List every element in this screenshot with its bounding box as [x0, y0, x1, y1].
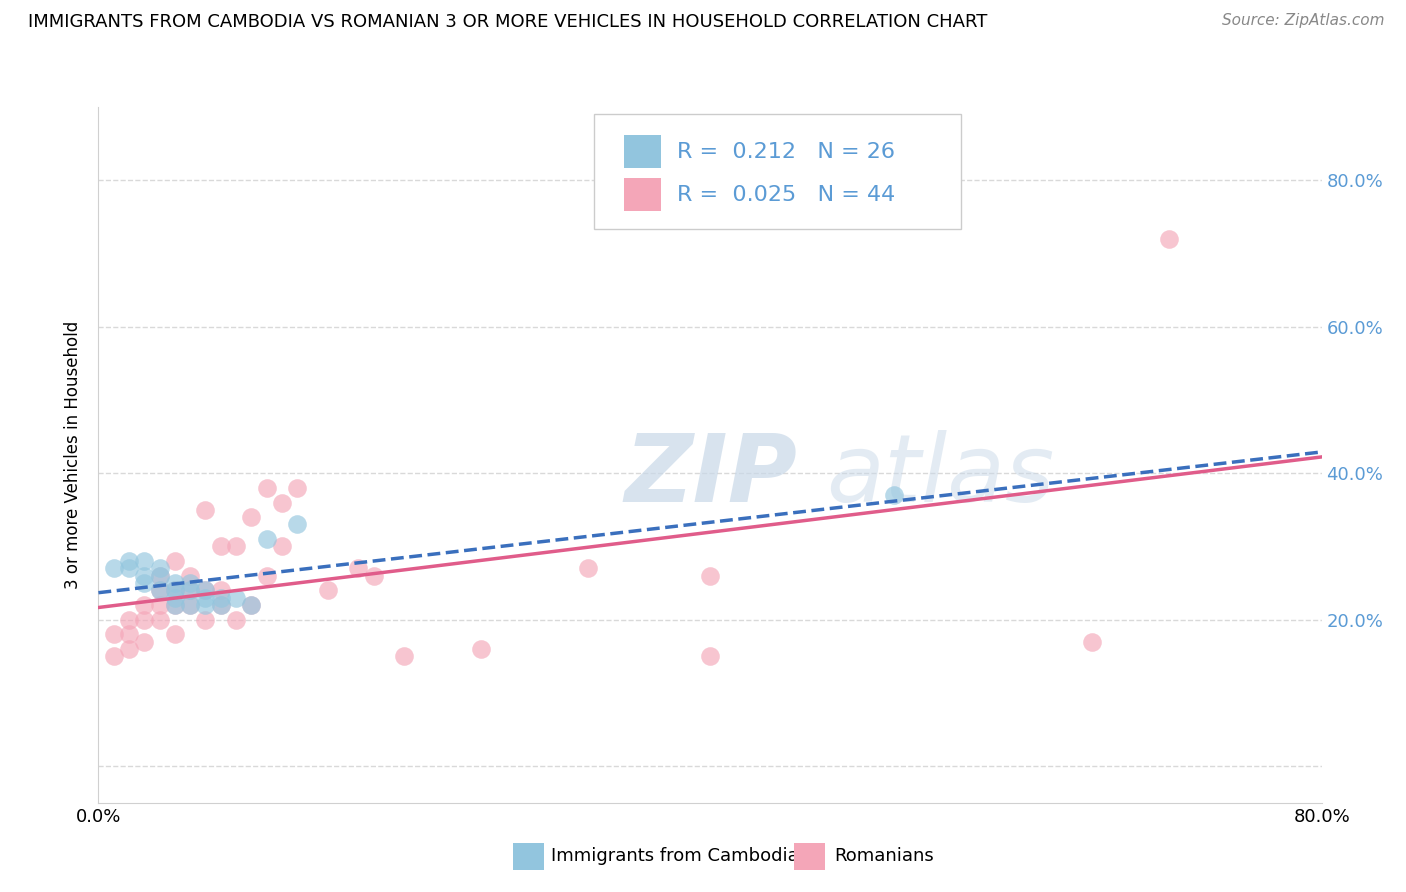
Point [163, 583, 186, 598]
Point [209, 598, 232, 612]
Point [149, 613, 172, 627]
Point [209, 540, 232, 554]
Point [163, 598, 186, 612]
Point [240, 598, 263, 612]
Point [179, 598, 201, 612]
Point [363, 568, 385, 582]
Point [240, 598, 263, 612]
Point [194, 591, 217, 605]
Point [134, 613, 156, 627]
Point [134, 598, 156, 612]
Point [149, 583, 172, 598]
FancyBboxPatch shape [593, 114, 960, 229]
Point [149, 568, 172, 582]
Point [149, 598, 172, 612]
Point [270, 495, 292, 509]
Point [149, 568, 172, 582]
Point [225, 613, 247, 627]
Point [118, 561, 141, 575]
Point [256, 568, 278, 582]
Point [118, 613, 141, 627]
Point [179, 576, 201, 591]
Point [240, 510, 263, 524]
Text: IMMIGRANTS FROM CAMBODIA VS ROMANIAN 3 OR MORE VEHICLES IN HOUSEHOLD CORRELATION: IMMIGRANTS FROM CAMBODIA VS ROMANIAN 3 O… [28, 13, 987, 31]
Text: atlas: atlas [827, 430, 1054, 521]
Point [699, 649, 721, 664]
Point [134, 554, 156, 568]
Point [1157, 232, 1180, 246]
Point [316, 583, 339, 598]
Point [163, 627, 186, 641]
Point [149, 561, 172, 575]
Point [225, 540, 247, 554]
Point [209, 591, 232, 605]
Point [134, 576, 156, 591]
Point [225, 591, 247, 605]
Point [285, 517, 308, 532]
Point [209, 598, 232, 612]
Point [179, 598, 201, 612]
Point [576, 561, 599, 575]
Point [883, 488, 905, 502]
Point [209, 583, 232, 598]
Point [179, 568, 201, 582]
Point [134, 568, 156, 582]
Text: Immigrants from Cambodia: Immigrants from Cambodia [551, 847, 799, 865]
Point [256, 532, 278, 546]
Point [347, 561, 370, 575]
Point [194, 503, 217, 517]
Point [163, 583, 186, 598]
FancyBboxPatch shape [624, 135, 661, 169]
Text: Source: ZipAtlas.com: Source: ZipAtlas.com [1222, 13, 1385, 29]
Point [1081, 634, 1104, 648]
Text: Romanians: Romanians [834, 847, 934, 865]
Point [470, 642, 492, 657]
Point [118, 554, 141, 568]
Point [163, 591, 186, 605]
Point [134, 634, 156, 648]
Point [163, 576, 186, 591]
Point [103, 649, 125, 664]
Point [194, 613, 217, 627]
Point [699, 568, 721, 582]
Point [194, 583, 217, 598]
Point [163, 554, 186, 568]
Point [392, 649, 416, 664]
Point [149, 583, 172, 598]
Point [103, 627, 125, 641]
Point [194, 583, 217, 598]
Y-axis label: 3 or more Vehicles in Household: 3 or more Vehicles in Household [65, 321, 83, 589]
Point [118, 627, 141, 641]
Point [179, 583, 201, 598]
FancyBboxPatch shape [624, 178, 661, 211]
Point [256, 481, 278, 495]
Text: R =  0.025   N = 44: R = 0.025 N = 44 [678, 185, 896, 204]
Point [285, 481, 308, 495]
Point [163, 598, 186, 612]
Point [270, 540, 292, 554]
Point [179, 583, 201, 598]
Text: R =  0.212   N = 26: R = 0.212 N = 26 [678, 142, 896, 161]
Point [194, 598, 217, 612]
Point [103, 561, 125, 575]
Text: ZIP: ZIP [624, 430, 797, 522]
Point [118, 642, 141, 657]
